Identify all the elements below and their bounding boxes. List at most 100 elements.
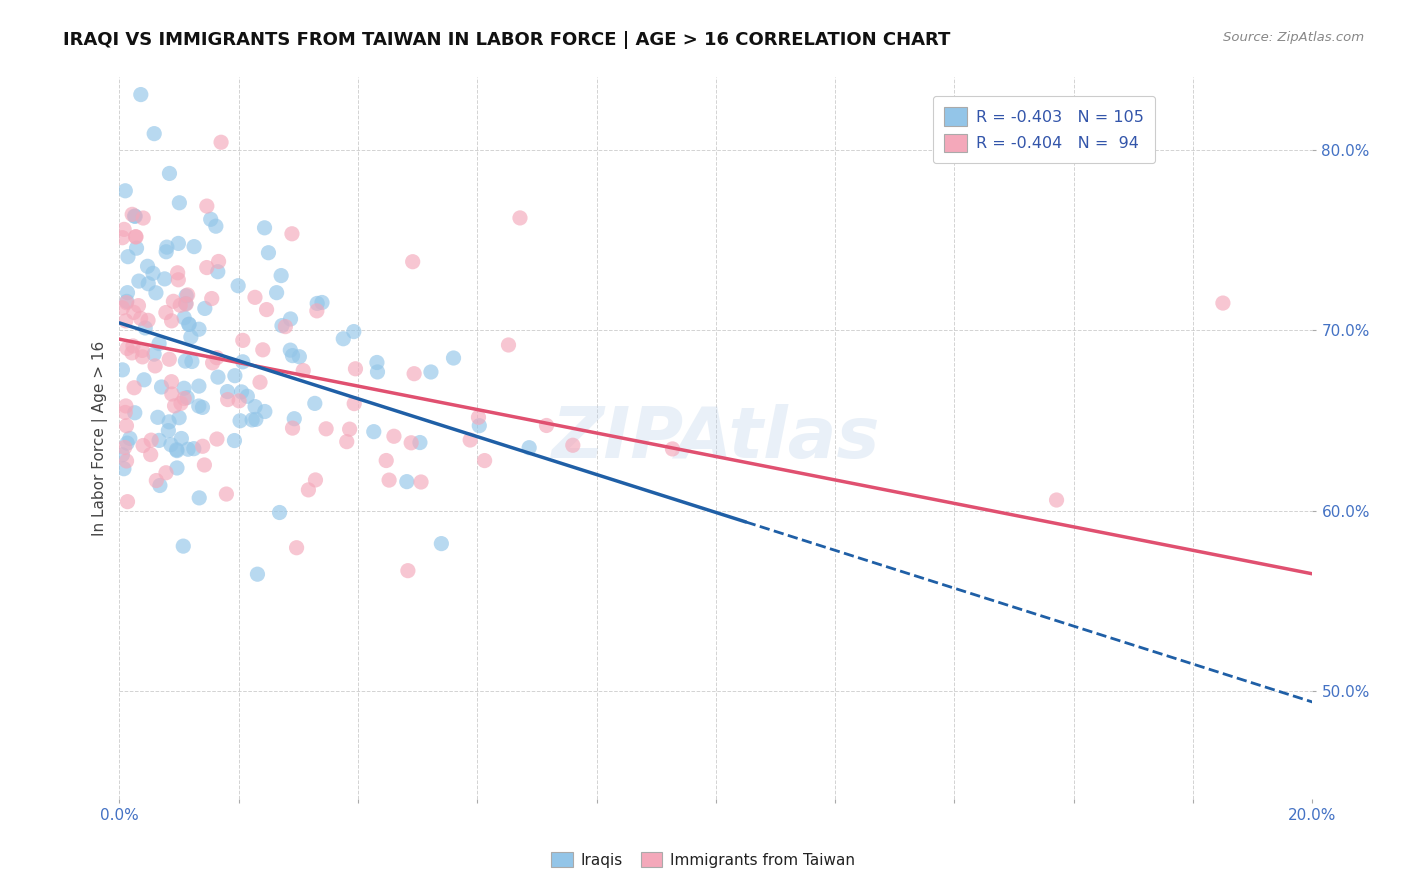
Point <box>112 222 135 236</box>
Point <box>121 346 143 360</box>
Point <box>536 418 558 433</box>
Point <box>145 285 167 300</box>
Point <box>382 429 405 443</box>
Point <box>281 227 304 241</box>
Point <box>271 318 294 333</box>
Point <box>166 461 188 475</box>
Point <box>117 285 139 300</box>
Point <box>169 195 191 210</box>
Point <box>131 350 153 364</box>
Point <box>243 290 266 304</box>
Point <box>366 365 388 379</box>
Point <box>311 295 333 310</box>
Point <box>129 311 152 326</box>
Point <box>228 393 250 408</box>
Point <box>159 166 181 180</box>
Point <box>131 343 153 358</box>
Text: IRAQI VS IMMIGRANTS FROM TAIWAN IN LABOR FORCE | AGE > 16 CORRELATION CHART: IRAQI VS IMMIGRANTS FROM TAIWAN IN LABOR… <box>63 31 950 49</box>
Point <box>193 458 215 472</box>
Point <box>143 347 166 361</box>
Point <box>180 354 202 368</box>
Point <box>305 303 328 318</box>
Point <box>125 230 148 244</box>
Point <box>283 411 305 425</box>
Point <box>117 250 139 264</box>
Point <box>468 418 491 433</box>
Point <box>1045 493 1067 508</box>
Point <box>115 418 138 433</box>
Point <box>194 301 217 316</box>
Point <box>232 355 254 369</box>
Point <box>170 396 193 410</box>
Point <box>142 266 165 280</box>
Point <box>292 363 315 377</box>
Point <box>207 370 229 384</box>
Point <box>136 277 159 291</box>
Point <box>217 392 239 407</box>
Point <box>474 453 496 467</box>
Point <box>121 207 143 221</box>
Point <box>111 363 134 377</box>
Point <box>187 379 209 393</box>
Point <box>509 211 531 225</box>
Point <box>115 436 138 450</box>
Point <box>174 354 197 368</box>
Point <box>160 314 183 328</box>
Point <box>122 339 145 353</box>
Legend: R = -0.403   N = 105, R = -0.404   N =  94: R = -0.403 N = 105, R = -0.404 N = 94 <box>934 96 1156 163</box>
Point <box>246 567 269 582</box>
Point <box>205 351 228 365</box>
Point <box>195 199 218 213</box>
Point <box>177 318 200 332</box>
Point <box>217 384 239 399</box>
Point <box>170 432 193 446</box>
Point <box>143 359 166 373</box>
Point <box>128 274 150 288</box>
Point <box>179 318 201 332</box>
Point <box>176 288 198 302</box>
Point <box>419 365 441 379</box>
Point <box>177 442 200 457</box>
Point <box>150 380 173 394</box>
Point <box>183 442 205 456</box>
Point <box>132 373 155 387</box>
Point <box>315 422 337 436</box>
Point <box>167 273 190 287</box>
Point <box>114 314 136 328</box>
Point <box>231 384 253 399</box>
Point <box>281 349 304 363</box>
Point <box>127 299 149 313</box>
Point <box>304 473 326 487</box>
Point <box>281 421 304 435</box>
Point <box>253 404 276 418</box>
Point <box>232 334 254 348</box>
Point <box>253 220 276 235</box>
Point <box>243 400 266 414</box>
Y-axis label: In Labor Force | Age > 16: In Labor Force | Age > 16 <box>93 341 108 536</box>
Point <box>174 296 197 310</box>
Point <box>224 434 246 448</box>
Point <box>114 441 136 455</box>
Point <box>174 297 197 311</box>
Point <box>166 443 188 458</box>
Point <box>191 439 214 453</box>
Point <box>517 441 540 455</box>
Point <box>409 475 432 489</box>
Point <box>143 127 166 141</box>
Point <box>1212 296 1234 310</box>
Text: ZIPAtlas: ZIPAtlas <box>551 404 880 473</box>
Point <box>278 343 301 358</box>
Point <box>257 245 280 260</box>
Point <box>160 375 183 389</box>
Point <box>229 414 252 428</box>
Point <box>132 438 155 452</box>
Point <box>467 410 489 425</box>
Point <box>240 413 263 427</box>
Point <box>297 483 319 497</box>
Point <box>146 410 169 425</box>
Point <box>145 474 167 488</box>
Point <box>134 321 156 335</box>
Point <box>117 494 139 508</box>
Point <box>129 87 152 102</box>
Point <box>307 296 329 310</box>
